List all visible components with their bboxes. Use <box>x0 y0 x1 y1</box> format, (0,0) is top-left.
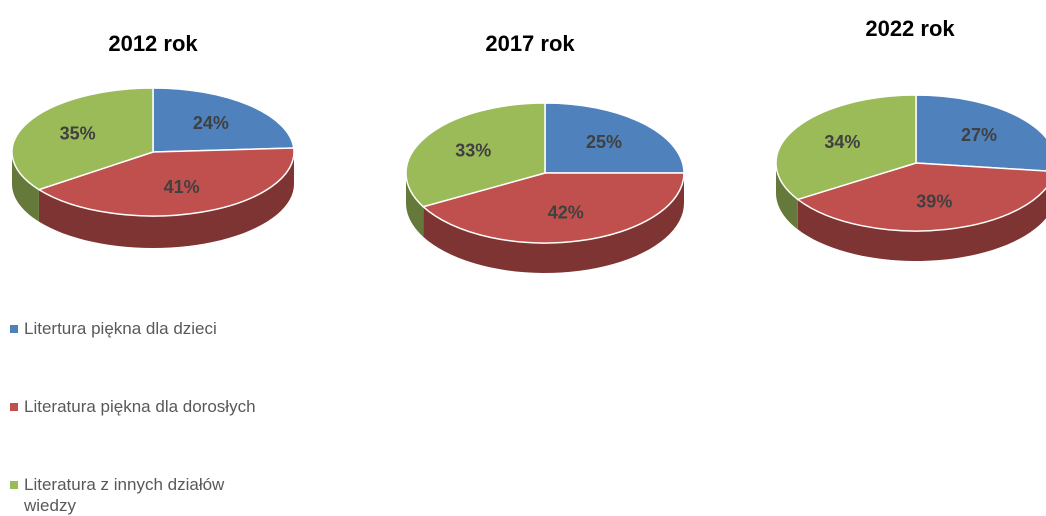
chart-title: 2012 rok <box>108 31 198 56</box>
data-label: 35% <box>60 123 96 143</box>
legend-swatch <box>10 403 18 411</box>
slice-side <box>406 173 424 237</box>
slice-side <box>776 163 798 230</box>
legend-label: Litertura piękna dla dzieci <box>24 319 217 338</box>
data-label: 42% <box>548 202 584 222</box>
chart-title: 2022 rok <box>865 16 955 41</box>
data-label: 41% <box>164 177 200 197</box>
slice <box>37 147 295 217</box>
charts: 2012 rok 24% 41% 35% 2017 rok 25% 42% 33% 2022 r… <box>11 16 1046 273</box>
chart-title: 2017 rok <box>485 31 575 56</box>
data-label: 24% <box>193 113 229 133</box>
slice <box>544 102 685 174</box>
legend-swatch <box>10 325 18 333</box>
slice-side <box>423 173 684 273</box>
data-label: 34% <box>824 132 860 152</box>
slice <box>796 162 1046 232</box>
legend-item: Literatura piękna dla dorosłych <box>10 396 410 417</box>
slice-side <box>38 152 294 248</box>
data-label: 33% <box>455 140 491 160</box>
slice <box>11 87 154 191</box>
data-label: 27% <box>961 125 997 145</box>
legend-label: Literatura piękna dla dorosłych <box>24 397 256 416</box>
legend-item: Litertura piękna dla dzieci <box>10 318 410 339</box>
data-label: 39% <box>916 192 952 212</box>
slice-side <box>797 188 1046 261</box>
data-label: 25% <box>586 132 622 152</box>
legend-label: Literatura z innych działów wiedzy <box>24 475 225 515</box>
slice <box>421 172 685 244</box>
slice <box>915 94 1046 172</box>
legend-item: Literatura z innych działów wiedzy <box>10 474 280 516</box>
slice <box>405 102 546 208</box>
slice-side <box>12 152 39 222</box>
slice <box>152 87 295 153</box>
legend-swatch <box>10 481 18 489</box>
slice <box>775 94 917 201</box>
